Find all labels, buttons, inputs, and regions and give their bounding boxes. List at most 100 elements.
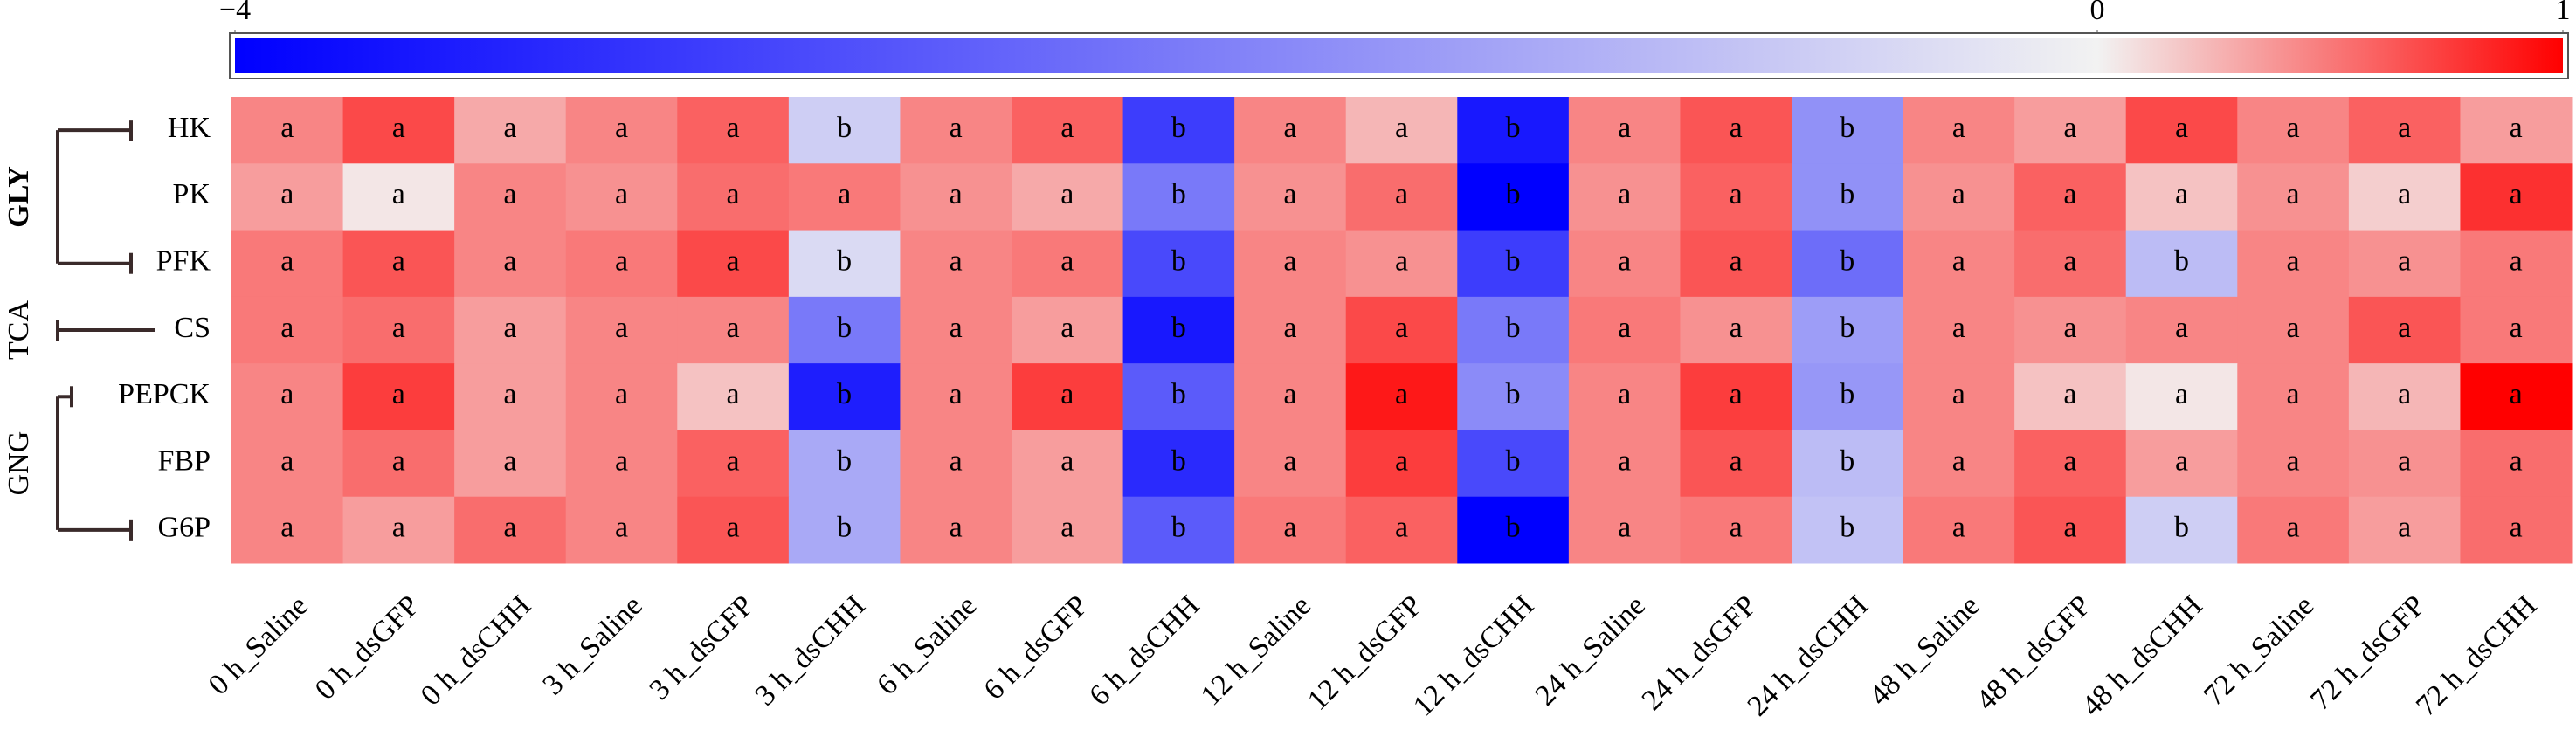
cell-label: a (392, 444, 405, 477)
cell-label: a (280, 378, 294, 410)
heatmap-cell (2348, 97, 2461, 164)
cell-label: a (503, 444, 516, 477)
cell-label: a (1395, 312, 1408, 344)
cell-label: b (2174, 512, 2189, 544)
cell-label: a (1952, 245, 1965, 278)
heatmap-cell (2125, 163, 2238, 231)
cell-label: a (2063, 312, 2076, 344)
heatmap-cell (677, 363, 790, 430)
heatmap-cell (1792, 296, 1904, 364)
cell-label: b (1840, 512, 1854, 544)
cell-label: a (1730, 178, 1743, 210)
cell-label: a (1395, 245, 1408, 278)
cell-label: a (1395, 378, 1408, 410)
heatmap-cell (788, 163, 901, 231)
cell-label: a (2287, 112, 2300, 144)
heatmap-cell (231, 430, 344, 498)
cell-label: b (1840, 245, 1854, 278)
cell-label: a (2510, 178, 2523, 210)
row-label: PK (173, 178, 211, 210)
heatmap-cell (1457, 230, 1570, 298)
cell-label: b (837, 245, 852, 278)
cell-label: a (1283, 512, 1296, 544)
cell-label: a (503, 112, 516, 144)
cell-label: a (1730, 444, 1743, 477)
heatmap-cell (454, 496, 567, 564)
cell-label: a (1730, 245, 1743, 278)
cell-label: a (615, 178, 628, 210)
cell-label: b (1506, 378, 1521, 410)
heatmap-cell (454, 296, 567, 364)
heatmap-cell (900, 163, 1012, 231)
cell-label: a (2398, 112, 2411, 144)
cell-label: a (838, 178, 851, 210)
column-label: 3 h_dsCHH (749, 589, 871, 712)
heatmap-cell (1345, 430, 1458, 498)
heatmap-cell (231, 163, 344, 231)
heatmap-cell (900, 296, 1012, 364)
heatmap-cell (1234, 496, 1347, 564)
heatmap-cell (677, 97, 790, 164)
heatmap-cell (1457, 163, 1570, 231)
heatmap-cell (1122, 296, 1235, 364)
heatmap-cell (454, 430, 567, 498)
cell-label: a (1283, 312, 1296, 344)
heatmap-cell (342, 230, 455, 298)
cell-label: a (280, 178, 294, 210)
cell-label: a (2398, 178, 2411, 210)
cell-label: a (2287, 378, 2300, 410)
heatmap-cell (1345, 230, 1458, 298)
cell-label: a (727, 444, 740, 477)
heatmap-cell (2460, 97, 2573, 164)
cell-label: b (837, 444, 852, 477)
heatmap-cell (1122, 230, 1235, 298)
heatmap-cell (1680, 163, 1792, 231)
heatmap-cell (2348, 363, 2461, 430)
cell-label: a (1618, 378, 1631, 410)
heatmap-cell (2237, 163, 2350, 231)
cell-label: a (1395, 112, 1408, 144)
column-label: 6 h_Saline (871, 589, 983, 701)
cell-label: a (615, 312, 628, 344)
heatmap-cell (1234, 363, 1347, 430)
heatmap-cell (1012, 496, 1124, 564)
heatmap-cell (1122, 496, 1235, 564)
row-label: HK (168, 112, 211, 144)
heatmap-cell (2014, 363, 2127, 430)
cell-label: a (280, 444, 294, 477)
heatmap-cell (2125, 296, 2238, 364)
colorbar (235, 38, 2563, 73)
cell-label: a (2398, 245, 2411, 278)
heatmap-cell (2125, 230, 2238, 298)
cell-label: a (2287, 444, 2300, 477)
cell-label: b (1840, 178, 1854, 210)
cell-label: a (2510, 444, 2523, 477)
heatmap-cell (2237, 363, 2350, 430)
heatmap-cell (677, 296, 790, 364)
cell-label: a (727, 245, 740, 278)
heatmap-cell (900, 496, 1012, 564)
cell-label: a (503, 312, 516, 344)
cell-label: a (1060, 178, 1074, 210)
cell-label: a (1060, 112, 1074, 144)
cell-label: b (1171, 378, 1186, 410)
cell-label: a (503, 178, 516, 210)
row-label: PEPCK (118, 378, 211, 410)
heatmap-cell (1903, 430, 2015, 498)
heatmap-cell (1568, 97, 1681, 164)
heatmap-cell (788, 496, 901, 564)
heatmap-cell (788, 430, 901, 498)
heatmap-cell (1234, 430, 1347, 498)
heatmap-cell (342, 97, 455, 164)
cell-label: a (2175, 312, 2188, 344)
heatmap-cell (1680, 230, 1792, 298)
heatmap-cell (900, 230, 1012, 298)
cell-label: a (2398, 444, 2411, 477)
cell-label: a (615, 444, 628, 477)
heatmap-cell (565, 97, 678, 164)
heatmap-cell (565, 430, 678, 498)
cell-label: a (280, 112, 294, 144)
row-label: CS (174, 312, 211, 344)
heatmap-cell (2460, 163, 2573, 231)
cell-label: a (2510, 512, 2523, 544)
